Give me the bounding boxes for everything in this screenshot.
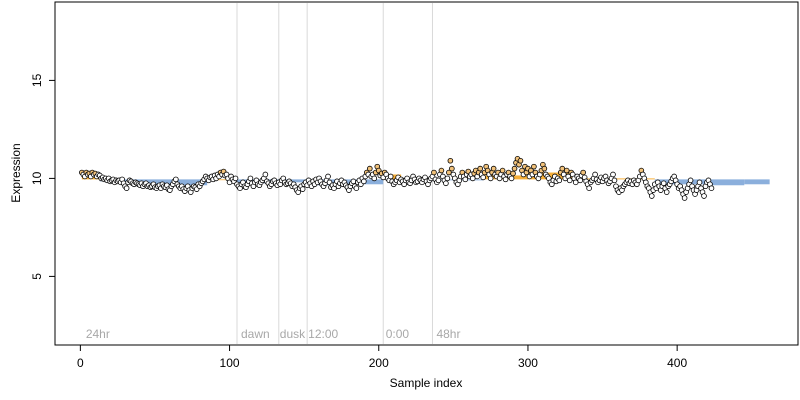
x-tick-label: 200 bbox=[369, 356, 389, 370]
x-tick-label: 0 bbox=[77, 356, 84, 370]
segment-bar bbox=[207, 179, 238, 181]
data-point bbox=[499, 167, 506, 174]
data-point bbox=[577, 177, 583, 184]
data-point bbox=[563, 167, 570, 174]
x-axis: 0 100 200 300 400 bbox=[77, 344, 687, 370]
data-point bbox=[586, 185, 592, 192]
data-point bbox=[367, 165, 373, 172]
data-point bbox=[708, 185, 715, 192]
segment-bar bbox=[654, 179, 707, 185]
data-point bbox=[592, 171, 598, 178]
x-tick-label: 300 bbox=[518, 356, 538, 370]
data-point bbox=[480, 174, 486, 181]
data-point bbox=[611, 177, 618, 184]
data-point bbox=[444, 175, 451, 182]
data-point bbox=[350, 178, 357, 185]
y-tick-label: 5 bbox=[30, 273, 44, 280]
data-point bbox=[447, 157, 454, 164]
data-point bbox=[517, 157, 524, 164]
data-point bbox=[262, 171, 269, 178]
data-point bbox=[435, 177, 442, 184]
data-point bbox=[477, 165, 484, 172]
y-axis: 5 10 15 bbox=[30, 73, 56, 280]
data-point bbox=[299, 186, 306, 192]
segment-bar bbox=[278, 179, 308, 183]
data-point bbox=[572, 179, 579, 186]
data-point bbox=[648, 193, 655, 199]
data-point bbox=[469, 175, 476, 182]
data-point bbox=[123, 185, 130, 192]
data-point bbox=[580, 169, 586, 176]
y-axis-label: Expression bbox=[9, 143, 23, 202]
data-point bbox=[610, 171, 616, 178]
data-point bbox=[531, 163, 537, 170]
data-point bbox=[511, 165, 518, 172]
data-point bbox=[556, 177, 563, 184]
y-tick-label: 15 bbox=[30, 73, 44, 87]
plot-frame bbox=[54, 1, 799, 346]
segment-bar bbox=[527, 172, 573, 180]
x-axis-label: Sample index bbox=[390, 376, 463, 390]
data-point bbox=[508, 175, 515, 182]
data-point bbox=[490, 165, 497, 172]
data-point bbox=[541, 165, 548, 172]
data-point bbox=[681, 195, 688, 201]
data-point bbox=[660, 180, 667, 187]
data-point bbox=[663, 189, 670, 195]
data-point bbox=[353, 185, 360, 192]
data-point bbox=[173, 176, 179, 183]
segment-bar bbox=[744, 179, 770, 185]
x-tick-label: 100 bbox=[220, 356, 240, 370]
y-tick-label: 10 bbox=[30, 171, 44, 185]
data-point bbox=[446, 169, 452, 176]
data-point bbox=[449, 165, 455, 172]
data-point bbox=[487, 175, 494, 182]
annotation-label: 12:00 bbox=[308, 327, 338, 341]
annotation-label: 24hr bbox=[86, 327, 110, 341]
segment-bar bbox=[706, 179, 745, 186]
data-point bbox=[687, 177, 694, 184]
data-point bbox=[701, 193, 707, 199]
annotation-label: 0:00 bbox=[386, 327, 410, 341]
data-point bbox=[510, 170, 516, 177]
data-point bbox=[696, 179, 703, 186]
time-annotations: 24hr dawn dusk 12:00 0:00 48hr bbox=[86, 327, 461, 341]
data-point bbox=[361, 178, 367, 185]
data-point bbox=[502, 176, 509, 183]
data-point bbox=[371, 175, 378, 182]
annotation-label: dusk bbox=[280, 327, 306, 341]
data-points bbox=[79, 156, 715, 201]
data-point bbox=[247, 175, 254, 182]
annotation-label: 48hr bbox=[436, 327, 460, 341]
data-point bbox=[232, 175, 239, 182]
data-point bbox=[387, 173, 394, 180]
annotation-label: dawn bbox=[241, 327, 270, 341]
data-point bbox=[438, 167, 445, 174]
x-tick-label: 400 bbox=[667, 356, 687, 370]
data-point bbox=[559, 165, 566, 172]
data-point bbox=[443, 180, 449, 187]
data-point bbox=[325, 173, 331, 180]
data-point bbox=[431, 169, 437, 176]
data-point bbox=[462, 176, 469, 183]
data-point bbox=[566, 177, 573, 184]
